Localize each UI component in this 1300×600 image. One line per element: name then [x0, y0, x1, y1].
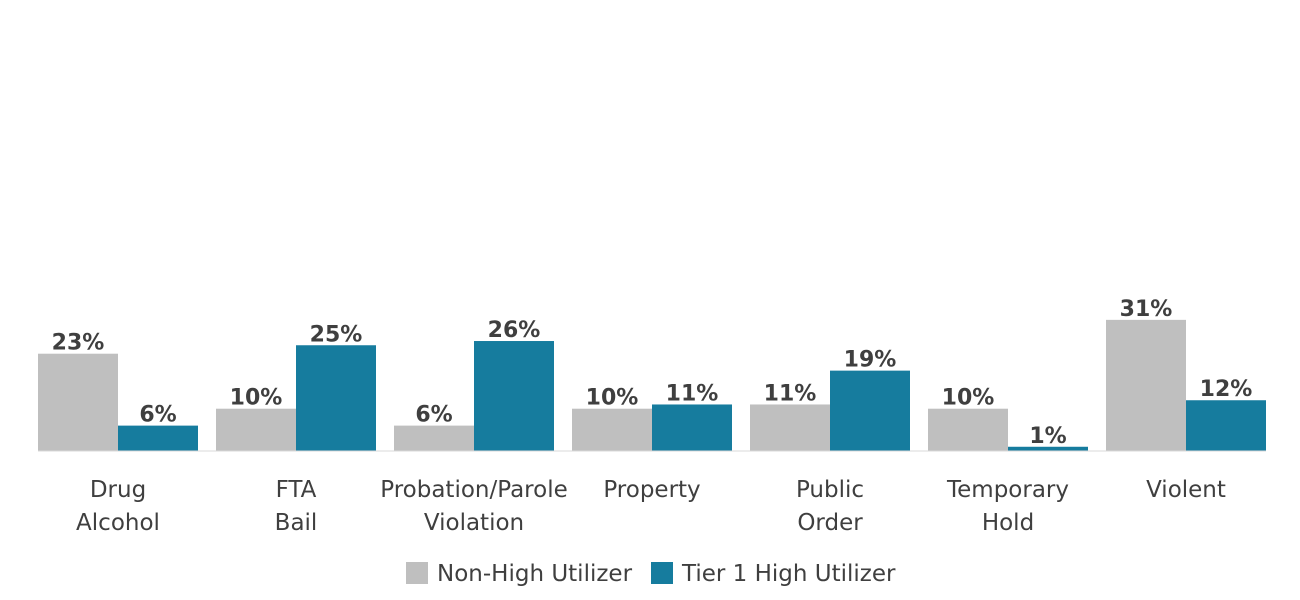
- tick-label-6-0: Violent: [1146, 477, 1226, 503]
- data-label-0-3: 10%: [586, 386, 639, 411]
- data-label-1-1: 25%: [310, 322, 363, 347]
- data-label-1-2: 26%: [488, 318, 541, 343]
- tick-label-0-0: Drug: [90, 477, 146, 503]
- bar-1-3: [652, 404, 732, 451]
- bars-layer: [38, 319, 1266, 451]
- bar-1-4: [830, 370, 910, 451]
- data-label-0-5: 10%: [942, 386, 995, 411]
- data-labels-layer: 23% 6% 10% 25% 6% 26% 10% 11% 11% 19% 10% 1% 31% 12%: [52, 297, 1253, 449]
- bar-0-3: [572, 408, 652, 451]
- bar-0-0: [38, 353, 118, 451]
- tick-label-2-0: Probation/Parole: [380, 477, 567, 503]
- legend-label-1: Tier 1 High Utilizer: [681, 561, 896, 587]
- tick-label-5-0: Temporary: [946, 477, 1069, 503]
- data-label-1-4: 19%: [844, 348, 897, 373]
- bar-0-1: [216, 408, 296, 451]
- data-label-0-1: 10%: [230, 386, 283, 411]
- bar-1-0: [118, 425, 198, 451]
- tick-label-0-1: Alcohol: [76, 510, 160, 536]
- data-label-0-4: 11%: [764, 381, 817, 406]
- bar-0-4: [750, 404, 830, 451]
- legend-swatch-0: [406, 562, 428, 584]
- data-label-1-5: 1%: [1029, 424, 1066, 449]
- tick-label-2-1: Violation: [424, 510, 524, 536]
- data-label-0-0: 23%: [52, 331, 105, 356]
- bar-1-5: [1008, 446, 1088, 451]
- bar-0-5: [928, 408, 1008, 451]
- tick-label-4-1: Order: [797, 510, 863, 536]
- bar-1-1: [296, 345, 376, 451]
- legend-label-0: Non-High Utilizer: [437, 561, 633, 587]
- data-label-0-6: 31%: [1120, 297, 1173, 322]
- data-label-1-6: 12%: [1200, 377, 1253, 402]
- tick-label-1-0: FTA: [276, 477, 317, 503]
- data-label-1-3: 11%: [666, 381, 719, 406]
- legend-swatch-1: [651, 562, 673, 584]
- x-axis-tick-labels: Drug Alcohol FTA Bail Probation/Parole Violat…: [76, 477, 1226, 536]
- bar-1-6: [1186, 400, 1266, 451]
- tick-label-5-1: Hold: [982, 510, 1034, 536]
- bar-0-2: [394, 425, 474, 451]
- tick-label-1-1: Bail: [275, 510, 318, 536]
- bar-1-2: [474, 341, 554, 451]
- tick-label-3-0: Property: [603, 477, 700, 503]
- data-label-1-0: 6%: [139, 403, 176, 428]
- legend: Non-High Utilizer Tier 1 High Utilizer: [406, 561, 896, 587]
- data-label-0-2: 6%: [415, 403, 452, 428]
- tick-label-4-0: Public: [796, 477, 864, 503]
- bar-0-6: [1106, 319, 1186, 451]
